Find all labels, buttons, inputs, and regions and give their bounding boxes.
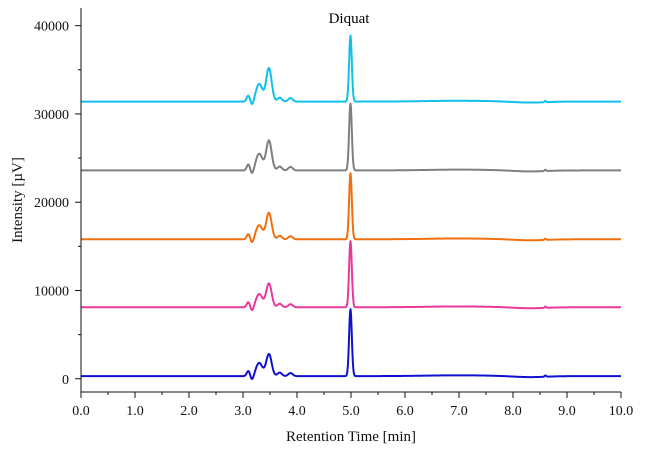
x-tick-label: 9.0 — [558, 404, 576, 419]
y-tick-label: 30000 — [34, 108, 69, 123]
chromatogram-trace-3 — [80, 172, 622, 244]
x-tick-label: 6.0 — [396, 404, 414, 419]
x-tick-label: 8.0 — [504, 404, 522, 419]
x-tick-label: 3.0 — [234, 404, 252, 419]
y-axis-ticks: 0 10000 20000 30000 40000 — [34, 20, 81, 388]
y-tick-label: 20000 — [34, 196, 69, 211]
x-tick-label: 10.0 — [609, 404, 634, 419]
x-tick-label: 5.0 — [342, 404, 360, 419]
chromatogram-trace-2 — [80, 240, 622, 312]
chromatogram-trace-4 — [80, 102, 622, 174]
x-axis-title: Retention Time [min] — [286, 429, 416, 445]
x-tick-label: 4.0 — [288, 404, 306, 419]
y-tick-label: 40000 — [34, 20, 69, 35]
x-tick-label: 1.0 — [126, 404, 144, 419]
x-tick-label: 2.0 — [180, 404, 198, 419]
chromatogram-trace-5 — [80, 34, 622, 105]
x-axis-ticks: 0.0 1.0 2.0 3.0 4.0 5.0 6.0 7.0 8.0 9.0 10.0 — [72, 392, 633, 419]
y-tick-label: 0 — [62, 373, 69, 388]
diquat-peak-label: Diquat — [329, 11, 371, 27]
chromatogram-traces — [80, 34, 622, 380]
y-axis-title: Intensity [µV] — [10, 157, 26, 243]
chromatogram-trace-1 — [80, 308, 622, 380]
x-tick-label: 7.0 — [450, 404, 468, 419]
x-tick-label: 0.0 — [72, 404, 90, 419]
y-tick-label: 10000 — [34, 284, 69, 299]
